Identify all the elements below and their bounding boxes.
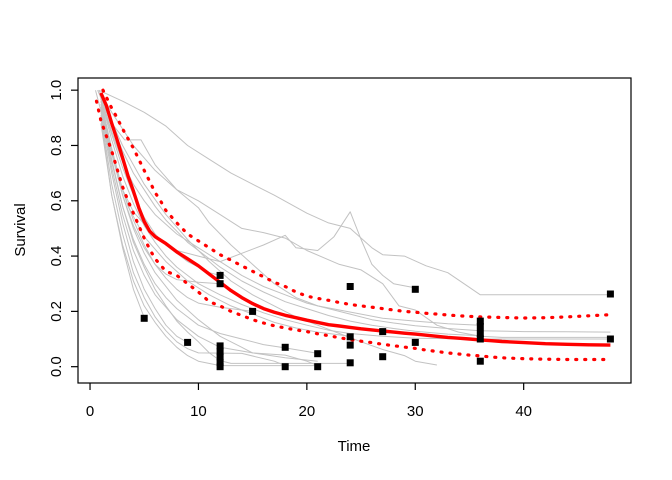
censor-mark — [216, 280, 224, 288]
censor-mark — [346, 359, 354, 367]
censor-mark — [281, 343, 289, 351]
censor-mark — [476, 317, 484, 325]
individual-curve — [100, 98, 437, 366]
pooled-survival-curve — [99, 92, 611, 347]
y-tick-label: 0.8 — [48, 135, 65, 156]
individual-curve — [100, 123, 286, 367]
individual-curve — [100, 112, 188, 343]
plot-border — [77, 77, 632, 384]
individual-curve — [100, 95, 481, 337]
censor-mark — [606, 290, 614, 298]
y-tick-label: 1.0 — [48, 80, 65, 101]
y-tick-label: 0.0 — [48, 356, 65, 377]
x-tick-label: 10 — [190, 403, 207, 420]
individual-curve — [100, 115, 318, 367]
censor-mark — [184, 338, 192, 346]
censor-mark — [216, 271, 224, 279]
y-tick-label: 0.4 — [48, 246, 65, 267]
censor-mark — [216, 363, 224, 371]
ci-lower-curve — [94, 99, 613, 362]
censor-marks-layer — [140, 271, 614, 371]
censor-mark — [314, 363, 322, 371]
censor-mark — [476, 330, 484, 337]
individual-curve — [98, 89, 611, 296]
censor-mark — [314, 350, 322, 358]
x-tick-label: 40 — [515, 403, 532, 420]
x-tick-label: 30 — [407, 403, 424, 420]
censor-mark — [281, 363, 289, 371]
x-tick-label: 0 — [86, 403, 94, 420]
individual-curve — [100, 95, 611, 333]
censor-mark — [346, 341, 354, 349]
x-axis-title: Time — [338, 438, 371, 455]
curves-layer — [94, 88, 613, 367]
censor-mark — [379, 353, 387, 361]
censor-mark — [216, 359, 224, 366]
individual-curve — [100, 98, 611, 340]
censor-mark — [606, 335, 614, 343]
individual-curve — [97, 90, 481, 326]
censor-mark — [216, 353, 224, 361]
ci-upper-curve — [101, 88, 613, 320]
censor-mark — [346, 283, 354, 290]
censor-mark — [411, 338, 419, 346]
censor-mark — [346, 333, 354, 341]
censor-mark — [476, 335, 484, 343]
censor-mark — [216, 342, 224, 350]
axes-layer: 0 10 20 30 40 0.0 0.2 0.4 0.6 0.8 1.0 — [48, 77, 632, 420]
censor-mark — [476, 357, 484, 365]
y-tick-label: 0.6 — [48, 190, 65, 211]
individual-curve — [100, 106, 318, 367]
censor-mark — [411, 285, 419, 293]
censor-mark — [140, 314, 148, 322]
y-axis-title: Survival — [12, 203, 29, 256]
individual-curve — [98, 89, 611, 338]
censor-mark — [249, 307, 257, 315]
censor-mark — [379, 328, 387, 336]
individual-curve — [100, 98, 416, 289]
x-tick-label: 20 — [299, 403, 316, 420]
individual-curve — [100, 103, 351, 364]
individual-curve — [100, 109, 318, 354]
censor-mark — [476, 323, 484, 331]
censor-mark — [216, 348, 224, 355]
y-tick-label: 0.2 — [48, 301, 65, 322]
